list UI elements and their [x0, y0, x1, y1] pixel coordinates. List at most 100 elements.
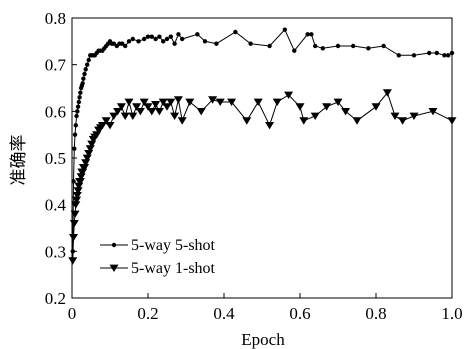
data-point: [434, 50, 439, 56]
plot-frame: [71, 17, 453, 299]
data-point: [170, 112, 180, 121]
data-point: [157, 34, 162, 39]
data-point: [267, 43, 272, 49]
legend-item: 5-way 5-shot: [100, 237, 216, 254]
data-point: [272, 98, 282, 107]
legend-label: 5-way 5-shot: [131, 237, 216, 254]
data-point: [85, 62, 90, 67]
data-point: [120, 112, 130, 121]
x-tick-label: 0: [68, 304, 77, 323]
y-tick-label: 0.4: [45, 196, 67, 215]
data-point: [195, 32, 200, 37]
data-point: [128, 112, 138, 121]
data-point: [449, 50, 455, 56]
data-point: [177, 117, 187, 125]
data-point: [164, 36, 170, 42]
data-point: [69, 233, 79, 242]
data-point: [153, 36, 158, 42]
data-point: [109, 112, 119, 121]
data-point: [85, 145, 95, 153]
data-point: [310, 112, 320, 121]
data-point: [74, 182, 84, 191]
data-point: [411, 53, 417, 58]
data-point: [77, 95, 82, 100]
data-point: [196, 107, 206, 116]
data-point: [409, 112, 419, 121]
data-point: [335, 43, 341, 49]
data-point: [382, 89, 392, 97]
data-point: [265, 121, 275, 130]
data-point: [295, 103, 305, 111]
data-point: [447, 117, 457, 125]
data-point: [282, 27, 287, 32]
data-point: [390, 112, 400, 121]
data-point: [84, 149, 94, 158]
data-point: [309, 32, 314, 37]
y-tick-label: 0.5: [45, 149, 66, 168]
x-axis-label: Epoch: [241, 330, 285, 349]
x-tick-label: 0.6: [289, 304, 310, 323]
data-point: [71, 179, 76, 184]
data-point: [142, 36, 147, 42]
data-point: [72, 132, 78, 137]
data-point: [76, 99, 82, 105]
data-point: [136, 39, 141, 44]
data-point: [78, 90, 83, 95]
x-tick-label: 0.4: [213, 304, 235, 323]
data-point: [396, 53, 401, 58]
data-point: [333, 98, 343, 107]
data-point: [139, 98, 149, 107]
data-point: [214, 41, 219, 46]
data-point: [427, 50, 432, 56]
data-point: [180, 36, 185, 42]
data-point: [69, 219, 79, 228]
data-point: [173, 96, 183, 104]
data-point: [80, 81, 85, 86]
data-point: [185, 98, 195, 107]
data-point: [154, 107, 164, 116]
series-5-way-5-shot: [70, 27, 455, 254]
data-point: [124, 98, 134, 107]
y-tick-label: 0.7: [45, 56, 67, 75]
data-point: [116, 103, 126, 111]
data-point: [72, 146, 77, 151]
data-point: [292, 48, 297, 53]
legend-item: 5-way 1-shot: [100, 260, 216, 277]
data-point: [86, 57, 91, 63]
data-point: [227, 98, 237, 107]
data-point: [162, 103, 172, 111]
data-point: [284, 91, 294, 100]
data-point: [83, 67, 88, 72]
data-point: [381, 43, 386, 49]
data-point: [73, 187, 83, 195]
data-point: [208, 96, 218, 104]
data-point: [313, 43, 318, 49]
data-point: [202, 39, 208, 44]
data-point: [168, 34, 173, 39]
data-point: [233, 29, 238, 35]
data-point: [70, 210, 80, 219]
x-tick-label: 0.2: [137, 304, 158, 323]
y-tick-label: 0.3: [45, 242, 66, 261]
data-point: [166, 98, 176, 107]
data-point: [135, 107, 145, 116]
series-line: [72, 28, 453, 252]
legend: 5-way 5-shot 5-way 1-shot: [100, 237, 216, 277]
x-tick-label: 0.8: [365, 304, 386, 323]
data-point: [76, 173, 86, 181]
data-point: [101, 117, 111, 125]
data-point: [322, 103, 332, 111]
data-point: [72, 191, 82, 200]
data-point: [172, 41, 177, 46]
data-point: [242, 117, 252, 125]
data-point: [80, 163, 90, 172]
data-point: [97, 121, 107, 130]
data-point: [87, 140, 97, 149]
y-axis-label: 准确率: [9, 135, 28, 186]
data-point: [143, 103, 153, 111]
data-point: [75, 109, 80, 114]
data-point: [82, 71, 87, 77]
data-point: [351, 43, 356, 49]
data-point: [352, 117, 362, 125]
